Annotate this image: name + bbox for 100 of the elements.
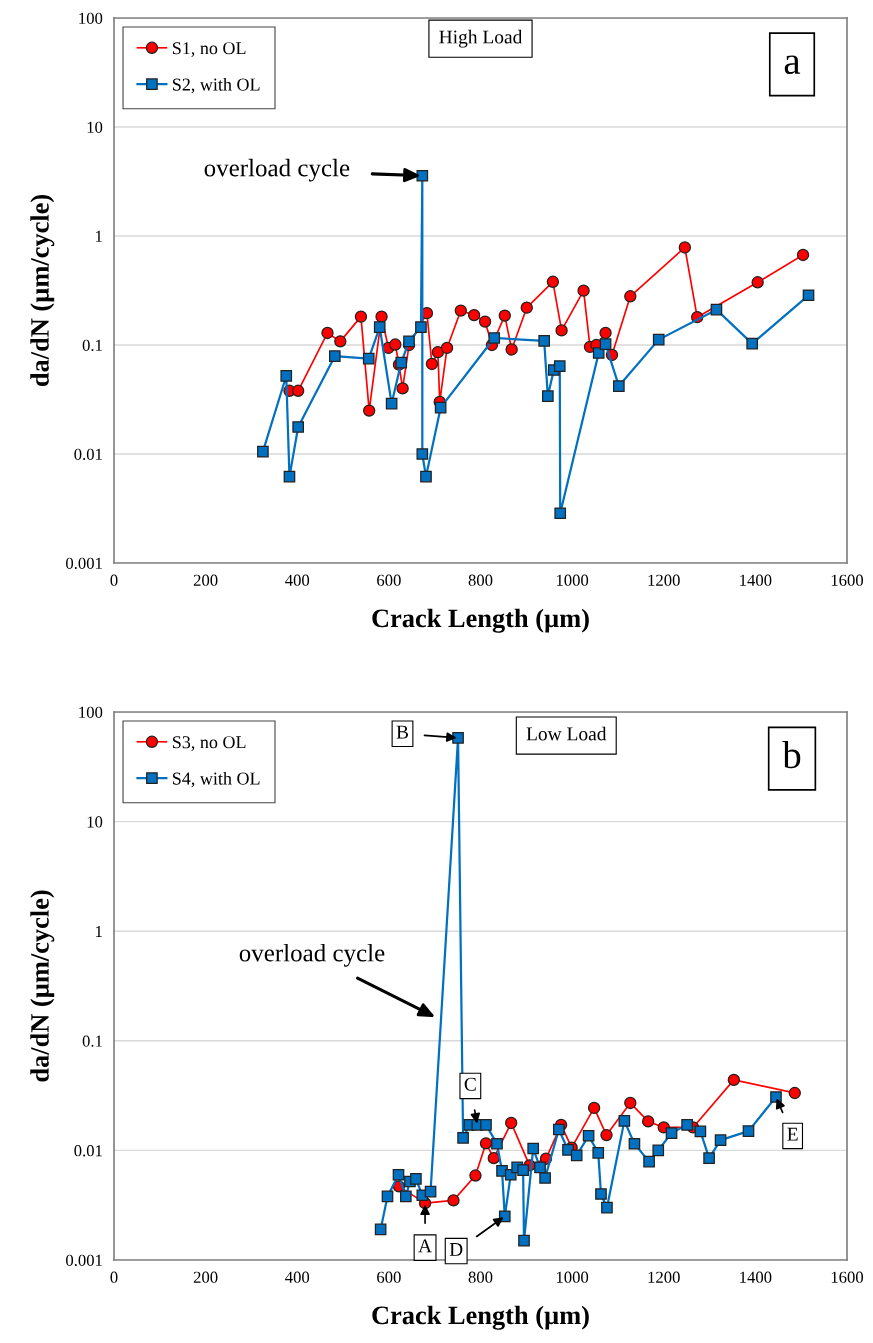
point	[703, 1152, 715, 1164]
x-tick-label: 1000	[556, 574, 589, 586]
point	[374, 1223, 387, 1236]
point	[746, 337, 759, 350]
point	[373, 321, 386, 333]
point	[678, 241, 692, 254]
point	[796, 248, 810, 262]
point	[802, 289, 815, 302]
point	[613, 380, 625, 392]
x-tick-label: 400	[285, 574, 310, 586]
point	[362, 352, 375, 365]
x-tick-label: 0	[110, 574, 118, 586]
point	[410, 1173, 422, 1185]
point	[420, 470, 432, 483]
annotation: High Load	[439, 29, 523, 48]
legend-label: S3, no OL	[172, 736, 246, 751]
annotation: D	[449, 1243, 463, 1256]
point	[416, 169, 429, 182]
point	[665, 1127, 678, 1139]
point	[403, 335, 415, 348]
point	[440, 341, 454, 355]
point	[321, 326, 334, 340]
x-tick-label: 600	[377, 1271, 401, 1283]
annotation: C	[464, 1077, 476, 1091]
point	[487, 1151, 500, 1165]
point	[599, 326, 612, 340]
point	[554, 507, 567, 520]
point	[488, 332, 501, 344]
point	[334, 335, 347, 348]
point	[601, 1201, 613, 1214]
point	[479, 1137, 493, 1150]
x-tick-label: 1600	[831, 574, 864, 586]
point	[710, 303, 723, 316]
point	[480, 1119, 492, 1131]
y-tick-label: 10	[87, 816, 103, 828]
y-tick-label: 0.01	[74, 1145, 102, 1157]
annotation: B	[396, 725, 409, 739]
legend-label: S1, no OL	[172, 42, 246, 57]
point	[328, 350, 341, 362]
point	[520, 301, 533, 314]
point	[587, 1101, 601, 1115]
annotation: overload cycle	[239, 943, 385, 967]
point	[257, 445, 269, 458]
point	[553, 1123, 565, 1136]
point	[362, 404, 376, 417]
y-tick-label: 1	[96, 230, 102, 242]
point	[624, 1096, 637, 1110]
point	[454, 304, 467, 317]
y-tick-label: 100	[79, 12, 103, 24]
point	[652, 333, 665, 346]
point	[788, 1086, 801, 1100]
point	[600, 1128, 613, 1142]
y-tick-label: 0.01	[74, 448, 102, 461]
point	[770, 1091, 782, 1103]
point	[595, 1188, 607, 1200]
point	[592, 347, 605, 359]
point	[447, 1194, 460, 1207]
y-tick-label: 10	[87, 121, 103, 133]
point	[652, 1144, 665, 1157]
point	[592, 1147, 605, 1159]
point	[505, 343, 518, 356]
point	[570, 1149, 583, 1162]
point	[416, 448, 429, 460]
x-axis-title: Crack Length (µm)	[372, 1305, 589, 1330]
x-tick-label: 600	[377, 574, 401, 586]
point	[392, 1168, 405, 1181]
point	[562, 1144, 574, 1156]
y-tick-label: 0.1	[82, 1035, 102, 1047]
point	[469, 1169, 482, 1182]
annotation: E	[787, 1127, 798, 1141]
point	[681, 1119, 693, 1131]
y-axis-title: da/dN (µm/cycle)	[30, 195, 55, 387]
point	[434, 401, 447, 414]
point	[534, 1161, 546, 1174]
y-tick-label: 0.1	[82, 339, 102, 352]
point	[539, 1172, 551, 1184]
x-tick-label: 400	[285, 1271, 310, 1283]
point	[457, 1132, 469, 1144]
point	[452, 732, 464, 744]
point	[399, 1190, 412, 1203]
point	[517, 1164, 529, 1177]
annotation: overload cycle	[204, 158, 350, 182]
point	[538, 335, 551, 347]
point	[491, 1137, 503, 1150]
x-tick-label: 1200	[648, 1271, 680, 1283]
point	[641, 1115, 655, 1128]
point	[280, 370, 293, 382]
point	[415, 321, 427, 333]
point	[577, 284, 590, 297]
x-tick-label: 1400	[740, 574, 772, 586]
x-tick-label: 1000	[556, 1271, 589, 1283]
point	[291, 384, 305, 397]
legend-label: S4, with OL	[172, 771, 260, 788]
annotation: A	[418, 1239, 432, 1253]
point	[518, 1234, 530, 1247]
point	[624, 290, 637, 303]
x-tick-label: 0	[110, 1271, 118, 1283]
x-axis-title: Crack Length (µm)	[372, 608, 589, 633]
point	[628, 1137, 641, 1150]
point	[643, 1155, 655, 1168]
